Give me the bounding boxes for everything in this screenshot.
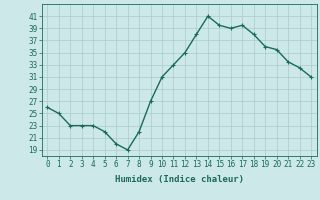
- X-axis label: Humidex (Indice chaleur): Humidex (Indice chaleur): [115, 175, 244, 184]
